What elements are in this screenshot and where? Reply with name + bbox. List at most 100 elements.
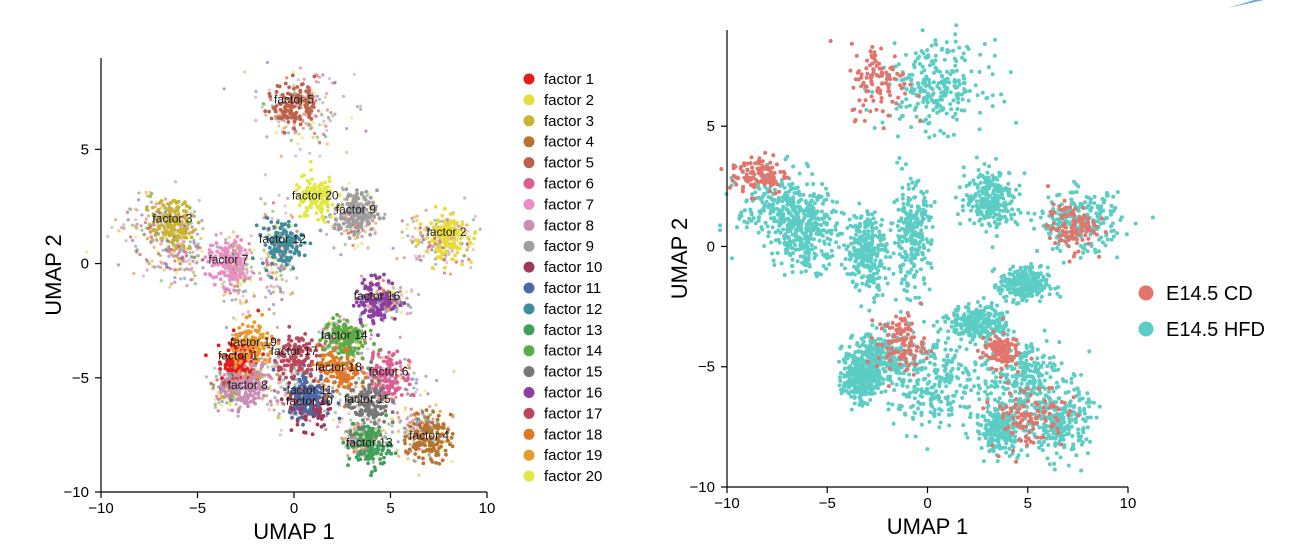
cluster-point-20 bbox=[329, 215, 333, 219]
background-cell-point bbox=[241, 313, 244, 316]
cluster-point-7 bbox=[232, 242, 236, 246]
background-cell-point bbox=[191, 251, 194, 254]
background-cell-point bbox=[146, 260, 149, 263]
background-cell-point bbox=[215, 375, 218, 378]
background-cell-point bbox=[175, 271, 178, 274]
background-cell-point bbox=[229, 403, 232, 406]
background-cell-point bbox=[424, 375, 427, 378]
cluster-point-4 bbox=[444, 449, 448, 453]
background-cell-point bbox=[472, 242, 475, 245]
cluster-point-13 bbox=[366, 461, 370, 465]
cluster-point-12 bbox=[262, 227, 266, 231]
cluster-point-18 bbox=[351, 376, 355, 380]
cluster-point-17 bbox=[303, 358, 307, 362]
background-cell-point bbox=[339, 399, 342, 402]
background-cell-point bbox=[331, 82, 334, 85]
cluster-point-9 bbox=[339, 227, 343, 231]
cluster-point-9 bbox=[357, 197, 361, 201]
background-cell-point bbox=[167, 255, 170, 258]
background-cell-point bbox=[430, 248, 433, 251]
background-cell-point bbox=[422, 255, 425, 258]
x-tick-label: 0 bbox=[290, 500, 298, 517]
cluster-point-7 bbox=[239, 238, 243, 242]
background-cell-point bbox=[265, 135, 268, 138]
cluster-label-5: factor 5 bbox=[274, 93, 314, 107]
cluster-point-2 bbox=[469, 260, 473, 264]
cluster-point-2 bbox=[449, 242, 453, 246]
background-cell-point bbox=[406, 223, 409, 226]
cluster-point-4 bbox=[448, 442, 452, 446]
cluster-point-3 bbox=[177, 200, 181, 204]
background-cell-point bbox=[292, 71, 295, 74]
background-cell-point bbox=[391, 431, 394, 434]
cluster-point-8 bbox=[239, 398, 243, 402]
cluster-point-5 bbox=[310, 109, 314, 113]
cluster-point-3 bbox=[163, 226, 167, 230]
background-cell-point bbox=[269, 98, 272, 101]
cluster-point-5 bbox=[270, 117, 274, 121]
cluster-point-3 bbox=[190, 235, 194, 239]
background-cell-point bbox=[336, 425, 339, 428]
background-cell-point bbox=[420, 241, 423, 244]
background-cell-point bbox=[326, 108, 329, 111]
cluster-label-12: factor 12 bbox=[259, 232, 306, 246]
cluster-point-4 bbox=[434, 453, 438, 457]
background-cell-point bbox=[400, 294, 403, 297]
background-cell-point bbox=[160, 279, 163, 282]
background-cell-point bbox=[465, 248, 468, 251]
cluster-point-20 bbox=[302, 173, 306, 177]
background-cell-point bbox=[291, 225, 294, 228]
background-cell-point bbox=[198, 199, 201, 202]
cluster-point-1 bbox=[204, 353, 208, 357]
background-cell-point bbox=[413, 215, 416, 218]
background-cell-point bbox=[313, 114, 316, 117]
cluster-point-11 bbox=[290, 416, 294, 420]
background-cell-point bbox=[347, 232, 350, 235]
cluster-point-6 bbox=[385, 379, 389, 383]
background-cell-point bbox=[269, 385, 272, 388]
background-cell-point bbox=[455, 261, 458, 264]
background-cell-point bbox=[322, 133, 325, 136]
cluster-point-20 bbox=[298, 204, 302, 208]
background-cell-point bbox=[321, 73, 324, 76]
cluster-point-1 bbox=[241, 368, 245, 372]
cluster-point-5 bbox=[308, 113, 312, 117]
cluster-point-13 bbox=[367, 452, 371, 456]
cluster-point-17 bbox=[310, 368, 314, 372]
cluster-point-3 bbox=[171, 239, 175, 243]
cluster-point-6 bbox=[390, 385, 394, 389]
background-cell-point bbox=[223, 382, 226, 385]
background-cell-point bbox=[419, 394, 422, 397]
background-cell-point bbox=[243, 70, 246, 73]
background-cell-point bbox=[311, 121, 314, 124]
cluster-point-5 bbox=[268, 92, 272, 96]
cluster-point-10 bbox=[322, 423, 326, 427]
background-cell-point bbox=[213, 398, 216, 401]
cluster-point-12 bbox=[297, 253, 301, 257]
background-cell-point bbox=[236, 285, 239, 288]
cluster-point-9 bbox=[344, 187, 348, 191]
background-cell-point bbox=[325, 233, 328, 236]
cluster-point-4 bbox=[436, 418, 440, 422]
cluster-point-19 bbox=[250, 325, 254, 329]
cluster-point-13 bbox=[349, 429, 353, 433]
background-cell-point bbox=[299, 66, 302, 69]
background-cell-point bbox=[397, 431, 400, 434]
background-cell-point bbox=[131, 239, 134, 242]
background-cell-point bbox=[274, 115, 277, 118]
cluster-point-9 bbox=[333, 223, 337, 227]
cluster-point-3 bbox=[145, 208, 149, 212]
background-cell-point bbox=[220, 404, 223, 407]
cluster-point-10 bbox=[321, 414, 325, 418]
cluster-point-7 bbox=[235, 235, 239, 239]
background-cell-point bbox=[382, 279, 385, 282]
background-cell-point bbox=[222, 280, 225, 283]
cluster-point-7 bbox=[241, 267, 245, 271]
background-cell-point bbox=[417, 474, 420, 477]
cluster-point-14 bbox=[351, 353, 355, 357]
background-cell-point bbox=[344, 243, 347, 246]
cluster-point-1 bbox=[224, 366, 228, 370]
background-cell-point bbox=[182, 248, 185, 251]
cluster-point-5 bbox=[278, 85, 282, 89]
